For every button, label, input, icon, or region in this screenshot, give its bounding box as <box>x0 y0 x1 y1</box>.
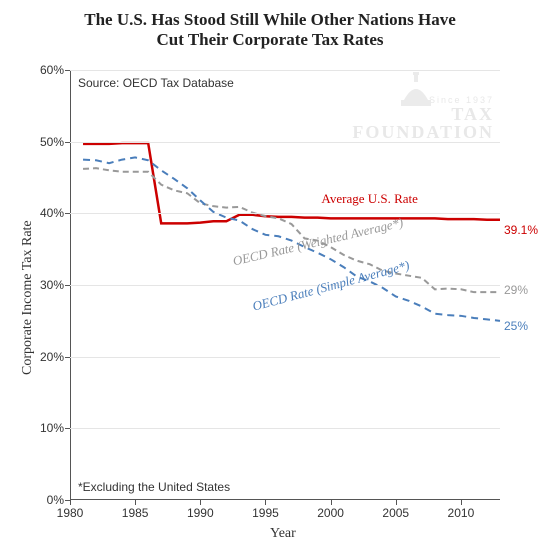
x-tick-mark <box>135 500 136 505</box>
y-gridline <box>70 142 500 143</box>
series-label-us: Average U.S. Rate <box>321 191 418 207</box>
y-tick-mark <box>65 357 70 358</box>
series-line-us <box>83 143 500 223</box>
y-gridline <box>70 428 500 429</box>
series-end-label-oecd_simple: 25% <box>504 319 528 333</box>
y-gridline <box>70 213 500 214</box>
series-end-label-us: 39.1% <box>504 223 538 237</box>
y-tick-mark <box>65 142 70 143</box>
x-tick-mark <box>331 500 332 505</box>
plot-area: Since 1937 TAX FOUNDATION Source: OECD T… <box>70 70 500 500</box>
footnote-text: *Excluding the United States <box>78 480 230 494</box>
source-text: Source: OECD Tax Database <box>78 76 234 90</box>
x-tick-mark <box>70 500 71 505</box>
chart-container: The U.S. Has Stood Still While Other Nat… <box>0 0 540 549</box>
x-tick-mark <box>461 500 462 505</box>
chart-title-line2: Cut Their Corporate Tax Rates <box>0 30 540 50</box>
x-axis-title: Year <box>270 526 296 542</box>
x-tick-mark <box>200 500 201 505</box>
y-gridline <box>70 70 500 71</box>
y-gridline <box>70 285 500 286</box>
y-tick-mark <box>65 213 70 214</box>
y-tick-mark <box>65 285 70 286</box>
series-end-label-oecd_weighted: 29% <box>504 283 528 297</box>
x-tick-mark <box>265 500 266 505</box>
chart-title-line1: The U.S. Has Stood Still While Other Nat… <box>0 10 540 30</box>
y-gridline <box>70 357 500 358</box>
chart-title: The U.S. Has Stood Still While Other Nat… <box>0 10 540 50</box>
y-tick-mark <box>65 70 70 71</box>
series-line-oecd_weighted <box>83 168 500 292</box>
x-tick-mark <box>396 500 397 505</box>
y-axis-title: Corporate Income Tax Rate <box>20 220 36 375</box>
y-tick-mark <box>65 428 70 429</box>
